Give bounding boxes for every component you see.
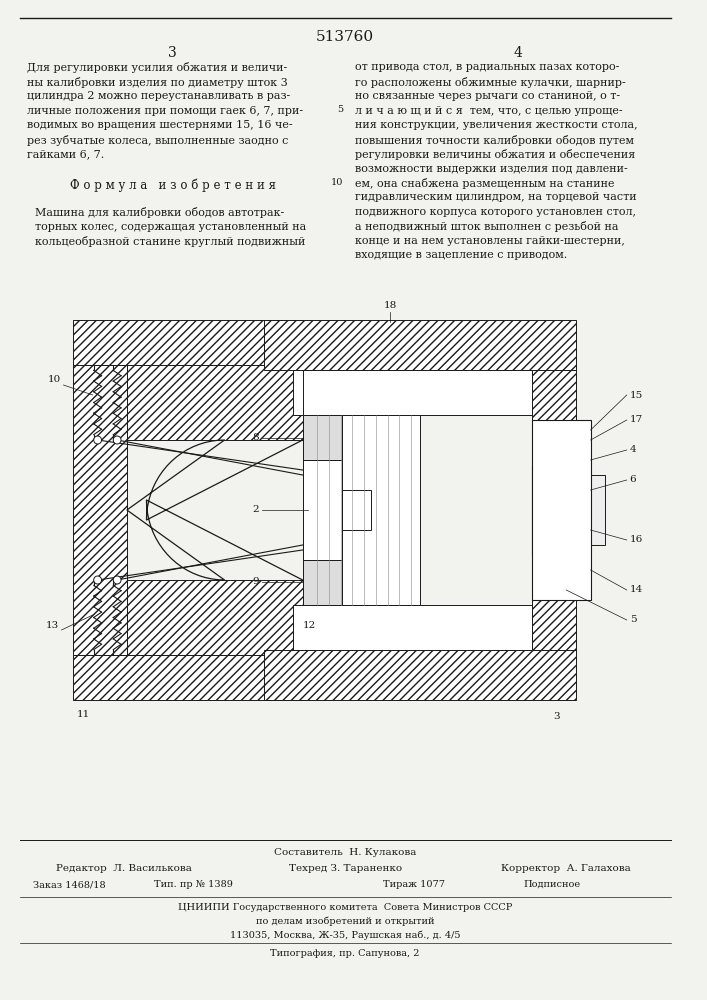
Text: регулировки величины обжатия и обеспечения: регулировки величины обжатия и обеспечен…: [356, 149, 636, 160]
Text: ния конструкции, увеличения жесткости стола,: ния конструкции, увеличения жесткости ст…: [356, 120, 638, 130]
Text: 16: 16: [630, 536, 643, 544]
Text: 4: 4: [630, 446, 636, 454]
Polygon shape: [303, 560, 341, 605]
Text: 113035, Москва, Ж-35, Раушская наб., д. 4/5: 113035, Москва, Ж-35, Раушская наб., д. …: [230, 931, 460, 940]
Text: 13: 13: [45, 620, 59, 630]
Polygon shape: [293, 370, 532, 415]
Text: гайками 6, 7.: гайками 6, 7.: [28, 149, 105, 159]
Text: 14: 14: [630, 585, 643, 594]
Circle shape: [94, 576, 102, 584]
Polygon shape: [532, 465, 576, 555]
Text: Машина для калибровки ободов автотрак-: Машина для калибровки ободов автотрак-: [35, 207, 284, 218]
Polygon shape: [303, 460, 341, 560]
Text: но связанные через рычаги со станиной, о т-: но связанные через рычаги со станиной, о…: [356, 91, 621, 101]
Polygon shape: [264, 320, 576, 370]
Text: 5: 5: [337, 105, 344, 114]
Circle shape: [113, 576, 121, 584]
Text: 9: 9: [252, 578, 259, 586]
Text: 4: 4: [513, 46, 522, 60]
Polygon shape: [581, 475, 605, 545]
Polygon shape: [532, 420, 590, 600]
Text: 18: 18: [384, 301, 397, 310]
Text: Техред З. Тараненко: Техред З. Тараненко: [288, 864, 402, 873]
Text: 12: 12: [303, 620, 316, 630]
Text: 17: 17: [630, 416, 643, 424]
Text: Корректор  А. Галахова: Корректор А. Галахова: [501, 864, 631, 873]
Text: возможности выдержки изделия под давлени-: возможности выдержки изделия под давлени…: [356, 163, 628, 174]
Text: 5: 5: [630, 615, 636, 624]
Text: Типография, пр. Сапунова, 2: Типография, пр. Сапунова, 2: [270, 949, 420, 958]
Text: входящие в зацепление с приводом.: входящие в зацепление с приводом.: [356, 250, 568, 260]
Text: 513760: 513760: [316, 30, 374, 44]
Text: Составитель  Н. Кулакова: Составитель Н. Кулакова: [274, 848, 416, 857]
Text: 3: 3: [168, 46, 177, 60]
Text: водимых во вращения шестернями 15, 16 че-: водимых во вращения шестернями 15, 16 че…: [28, 120, 293, 130]
Text: л и ч а ю щ и й с я  тем, что, с целью упроще-: л и ч а ю щ и й с я тем, что, с целью уп…: [356, 105, 623, 115]
Text: 11: 11: [76, 710, 90, 719]
Circle shape: [113, 436, 121, 444]
Text: Тип. пр № 1389: Тип. пр № 1389: [154, 880, 233, 889]
Text: рез зубчатые колеса, выполненные заодно с: рез зубчатые колеса, выполненные заодно …: [28, 134, 288, 145]
Text: 3: 3: [553, 712, 560, 721]
Text: Заказ 1468/18: Заказ 1468/18: [33, 880, 105, 889]
Text: Редактор  Л. Василькова: Редактор Л. Василькова: [57, 864, 192, 873]
Text: 2: 2: [252, 506, 259, 514]
Text: повышения точности калибровки ободов путем: повышения точности калибровки ободов пут…: [356, 134, 634, 145]
Text: подвижного корпуса которого установлен стол,: подвижного корпуса которого установлен с…: [356, 207, 636, 217]
Polygon shape: [303, 415, 420, 605]
Polygon shape: [74, 365, 127, 655]
Text: кольцеобразной станине круглый подвижный: кольцеобразной станине круглый подвижный: [35, 236, 305, 247]
Text: личные положения при помощи гаек 6, 7, при-: личные положения при помощи гаек 6, 7, п…: [28, 105, 303, 115]
Text: торных колес, содержащая установленный на: торных колес, содержащая установленный н…: [35, 222, 306, 232]
Text: конце и на нем установлены гайки-шестерни,: конце и на нем установлены гайки-шестерн…: [356, 236, 625, 246]
Text: цилиндра 2 можно переустанавливать в раз-: цилиндра 2 можно переустанавливать в раз…: [28, 91, 291, 101]
Text: а неподвижный шток выполнен с резьбой на: а неподвижный шток выполнен с резьбой на: [356, 222, 619, 232]
Text: Ф о р м у л а   и з о б р е т е н и я: Ф о р м у л а и з о б р е т е н и я: [69, 178, 276, 192]
Polygon shape: [127, 365, 303, 440]
Text: 10: 10: [48, 375, 62, 384]
Text: Тираж 1077: Тираж 1077: [383, 880, 445, 889]
Polygon shape: [341, 490, 371, 530]
Polygon shape: [542, 445, 566, 575]
Polygon shape: [532, 370, 576, 650]
Text: ЦНИИПИ Государственного комитета  Совета Министров СССР: ЦНИИПИ Государственного комитета Совета …: [178, 903, 513, 912]
Polygon shape: [303, 415, 341, 460]
Text: го расположены обжимные кулачки, шарнир-: го расположены обжимные кулачки, шарнир-: [356, 77, 626, 88]
Text: ны калибровки изделия по диаметру шток 3: ны калибровки изделия по диаметру шток 3: [28, 77, 288, 88]
Polygon shape: [74, 655, 303, 700]
Text: гидравлическим цилиндром, на торцевой части: гидравлическим цилиндром, на торцевой ча…: [356, 192, 637, 202]
Text: от привода стол, в радиальных пазах которо-: от привода стол, в радиальных пазах кото…: [356, 62, 620, 72]
Text: 6: 6: [630, 476, 636, 485]
Polygon shape: [74, 320, 303, 365]
Polygon shape: [127, 580, 303, 655]
Text: ем, она снабжена размещенным на станине: ем, она снабжена размещенным на станине: [356, 178, 615, 189]
Text: Подписное: Подписное: [524, 880, 580, 889]
Text: 15: 15: [630, 390, 643, 399]
Text: 10: 10: [332, 178, 344, 187]
Text: Для регулировки усилия обжатия и величи-: Для регулировки усилия обжатия и величи-: [28, 62, 288, 73]
Text: по делам изобретений и открытий: по делам изобретений и открытий: [256, 917, 434, 926]
Polygon shape: [264, 650, 576, 700]
Text: 8: 8: [252, 434, 259, 442]
Circle shape: [94, 436, 102, 444]
Polygon shape: [293, 605, 532, 650]
